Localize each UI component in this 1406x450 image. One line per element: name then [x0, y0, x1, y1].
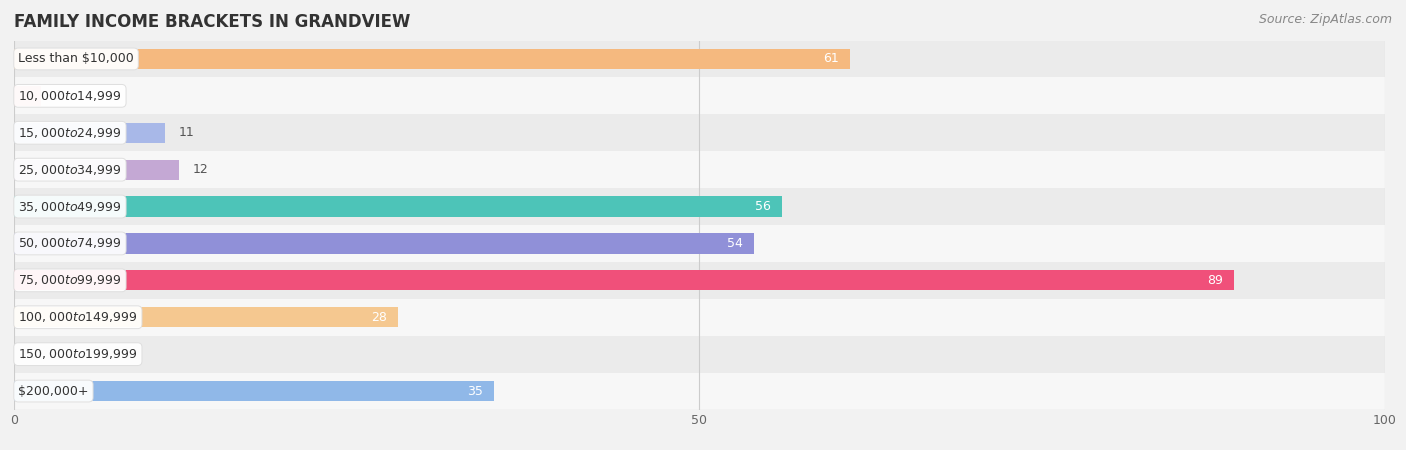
- Text: 89: 89: [1208, 274, 1223, 287]
- Text: FAMILY INCOME BRACKETS IN GRANDVIEW: FAMILY INCOME BRACKETS IN GRANDVIEW: [14, 13, 411, 31]
- Text: 12: 12: [193, 163, 208, 176]
- Text: $150,000 to $199,999: $150,000 to $199,999: [18, 347, 138, 361]
- Bar: [14, 122, 165, 143]
- Bar: [14, 196, 782, 217]
- Text: 2: 2: [55, 90, 63, 102]
- Text: 54: 54: [727, 237, 744, 250]
- Bar: [14, 188, 1385, 225]
- Text: $75,000 to $99,999: $75,000 to $99,999: [18, 273, 122, 288]
- Bar: [14, 336, 1385, 373]
- Text: $10,000 to $14,999: $10,000 to $14,999: [18, 89, 122, 103]
- Bar: [14, 86, 42, 106]
- Bar: [14, 151, 1385, 188]
- Bar: [14, 270, 1234, 291]
- Text: $100,000 to $149,999: $100,000 to $149,999: [18, 310, 138, 324]
- Text: 11: 11: [179, 126, 194, 139]
- Text: $50,000 to $74,999: $50,000 to $74,999: [18, 236, 122, 251]
- Text: $200,000+: $200,000+: [18, 385, 89, 397]
- Bar: [14, 225, 1385, 262]
- Bar: [14, 299, 1385, 336]
- Text: $25,000 to $34,999: $25,000 to $34,999: [18, 162, 122, 177]
- Bar: [14, 307, 398, 328]
- Text: Less than $10,000: Less than $10,000: [18, 53, 134, 65]
- Bar: [14, 40, 1385, 77]
- Bar: [14, 381, 494, 401]
- Text: $35,000 to $49,999: $35,000 to $49,999: [18, 199, 122, 214]
- Text: 61: 61: [824, 53, 839, 65]
- Text: $15,000 to $24,999: $15,000 to $24,999: [18, 126, 122, 140]
- Text: 56: 56: [755, 200, 770, 213]
- Text: Source: ZipAtlas.com: Source: ZipAtlas.com: [1258, 14, 1392, 27]
- Bar: [14, 49, 851, 69]
- Bar: [14, 233, 754, 254]
- Text: 35: 35: [467, 385, 482, 397]
- Text: 28: 28: [371, 311, 387, 324]
- Bar: [14, 262, 1385, 299]
- Bar: [14, 373, 1385, 410]
- Text: 0: 0: [28, 348, 35, 360]
- Bar: [14, 114, 1385, 151]
- Bar: [14, 159, 179, 180]
- Bar: [14, 77, 1385, 114]
